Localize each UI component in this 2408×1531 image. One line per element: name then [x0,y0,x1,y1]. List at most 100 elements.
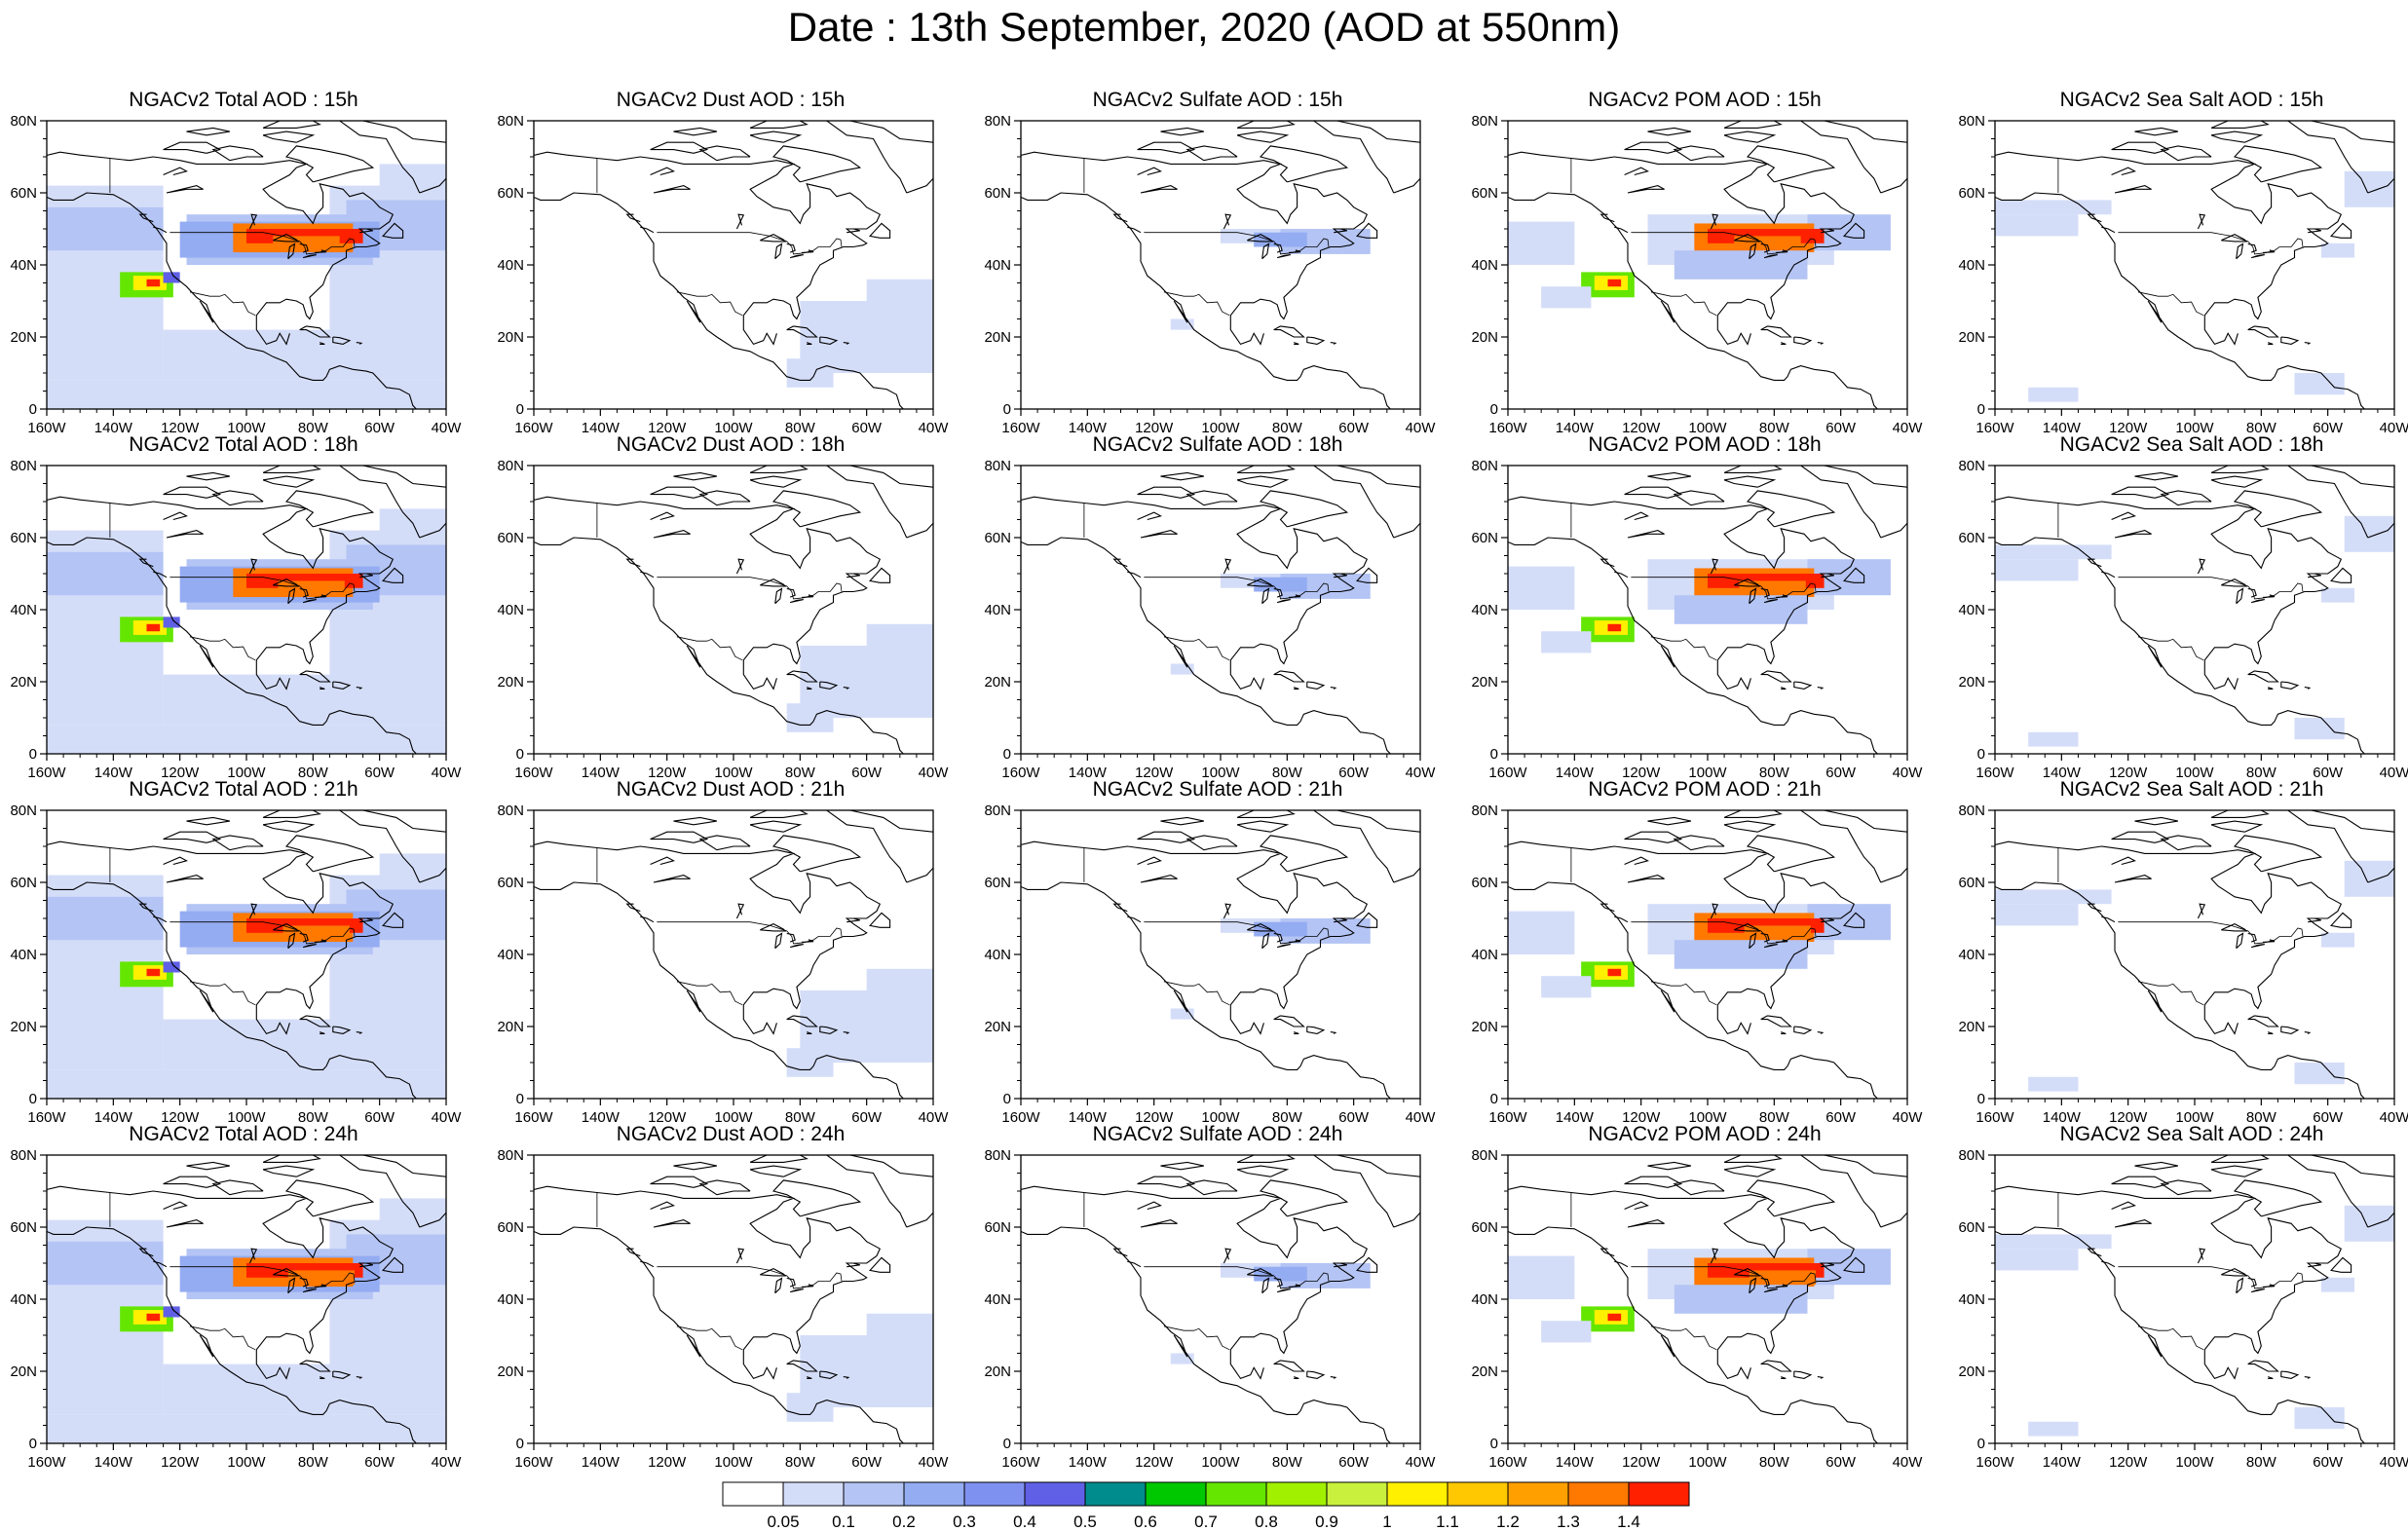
panel-title: NGACv2 POM AOD : 24h [1588,1123,1822,1145]
x-tick-label: 120W [648,1109,687,1126]
aod-cell [1995,200,2112,215]
x-tick-label: 120W [2109,765,2148,781]
coastlines [47,810,446,1099]
aod-cell [786,358,834,388]
y-tick-label: 20N [984,1019,1011,1035]
x-tick-label: 80W [1272,1454,1303,1471]
panel-title: NGACv2 Sea Salt AOD : 18h [2059,433,2324,456]
x-tick-label: 100W [1688,1109,1727,1126]
y-tick-label: 40N [1471,257,1498,274]
x-tick-label: 40W [432,420,463,436]
panel-title: NGACv2 Dust AOD : 15h [616,89,846,111]
colorbar-box [1447,1481,1509,1507]
aod-cell [47,1414,446,1443]
y-tick-label: 20N [10,1019,37,1035]
y-tick-label: 40N [497,947,524,963]
x-tick-label: 140W [2043,1454,2082,1471]
aod-cell [2028,1421,2079,1437]
y-tick-label: 80N [10,1147,37,1164]
aod-cell [866,1313,933,1335]
x-tick-label: 40W [1406,765,1437,781]
aod-cell [1607,623,1622,632]
x-tick-label: 140W [1556,1454,1595,1471]
y-tick-label: 20N [10,329,37,346]
x-tick-label: 100W [2175,765,2214,781]
y-tick-label: 0 [29,1091,37,1107]
aod-cell [1254,921,1307,937]
y-tick-label: 80N [984,803,1011,819]
x-tick-label: 60W [1338,1454,1370,1471]
coastlines [1995,1155,2394,1443]
panel-title: NGACv2 Total AOD : 15h [129,89,358,111]
colorbar-box [722,1481,784,1507]
x-tick-label: 140W [1069,765,1108,781]
x-tick-label: 40W [919,765,950,781]
y-tick-label: 80N [1471,803,1498,819]
x-tick-label: 80W [785,420,816,436]
y-tick-label: 40N [984,1291,1011,1308]
aod-cell [1995,214,2079,237]
aod-cell [2294,373,2345,395]
x-tick-label: 160W [1488,765,1527,781]
aod-cell [2294,1063,2345,1085]
x-tick-label: 80W [1272,765,1303,781]
y-tick-label: 60N [984,1219,1011,1236]
aerosol-field [1170,574,1371,675]
x-tick-label: 160W [1001,1109,1040,1126]
aod-cell [47,725,446,754]
y-tick-label: 80N [10,113,37,130]
map-plot: 160W 140W 120W 100W 80W 60W 40W 80N 60N 40N 20N 0 [1471,113,1923,436]
colorbar-box [1507,1481,1569,1507]
map-plot: 160W 140W 120W 100W 80W 60W 40W 80N 60N 40N 20N 0 [984,803,1436,1126]
aod-cell [1674,595,1808,624]
aod-cell [163,272,180,283]
colorbar-box [1567,1481,1630,1507]
colorbar-box [1205,1481,1267,1507]
y-tick-label: 60N [10,185,37,202]
aod-cell [163,674,446,726]
x-tick-label: 40W [919,1109,950,1126]
y-tick-label: 0 [1003,1091,1011,1107]
aod-cell [146,968,161,977]
colorbar-label: 0.6 [1134,1512,1157,1531]
panel-title: NGACv2 Dust AOD : 18h [616,433,846,456]
x-tick-label: 80W [298,1109,329,1126]
x-tick-label: 40W [919,420,950,436]
map-plot: 160W 140W 120W 100W 80W 60W 40W 80N 60N 40N 20N 0 [1471,458,1923,781]
y-tick-label: 40N [984,602,1011,618]
y-tick-label: 80N [984,1147,1011,1164]
x-tick-label: 120W [1135,420,1174,436]
x-tick-label: 100W [714,1454,753,1471]
y-tick-label: 20N [497,329,524,346]
x-tick-label: 160W [514,1454,553,1471]
aod-cell [163,1363,446,1415]
aod-cell [163,329,446,381]
coastlines [534,121,933,409]
x-tick-label: 140W [582,765,621,781]
panel-title: NGACv2 Sea Salt AOD : 15h [2059,89,2324,111]
x-tick-label: 160W [1975,765,2014,781]
x-tick-label: 100W [1688,765,1727,781]
x-tick-label: 120W [1622,1454,1661,1471]
aerosol-field [1995,170,2394,402]
x-tick-label: 80W [785,1454,816,1471]
x-tick-label: 100W [2175,420,2214,436]
aod-cell [2028,1076,2079,1092]
panel-title: NGACv2 POM AOD : 21h [1588,778,1822,801]
y-tick-label: 60N [1471,1219,1498,1236]
aerosol-field [1170,229,1371,330]
colorbar-box [1145,1481,1207,1507]
colorbar-label: 0.2 [892,1512,916,1531]
y-tick-label: 60N [10,530,37,546]
map-plot: 160W 140W 120W 100W 80W 60W 40W 80N 60N 40N 20N 0 [10,113,463,436]
x-tick-label: 100W [1688,420,1727,436]
map-plot: 160W 140W 120W 100W 80W 60W 40W 80N 60N 40N 20N 0 [984,1147,1436,1471]
y-tick-label: 20N [984,674,1011,691]
aerosol-field [1995,860,2394,1092]
x-tick-label: 160W [1488,1454,1527,1471]
colorbar-box [963,1481,1026,1507]
aod-cell [1674,1285,1808,1314]
x-tick-label: 140W [1069,1454,1108,1471]
map-plot: 160W 140W 120W 100W 80W 60W 40W 80N 60N 40N 20N 0 [10,1147,462,1471]
